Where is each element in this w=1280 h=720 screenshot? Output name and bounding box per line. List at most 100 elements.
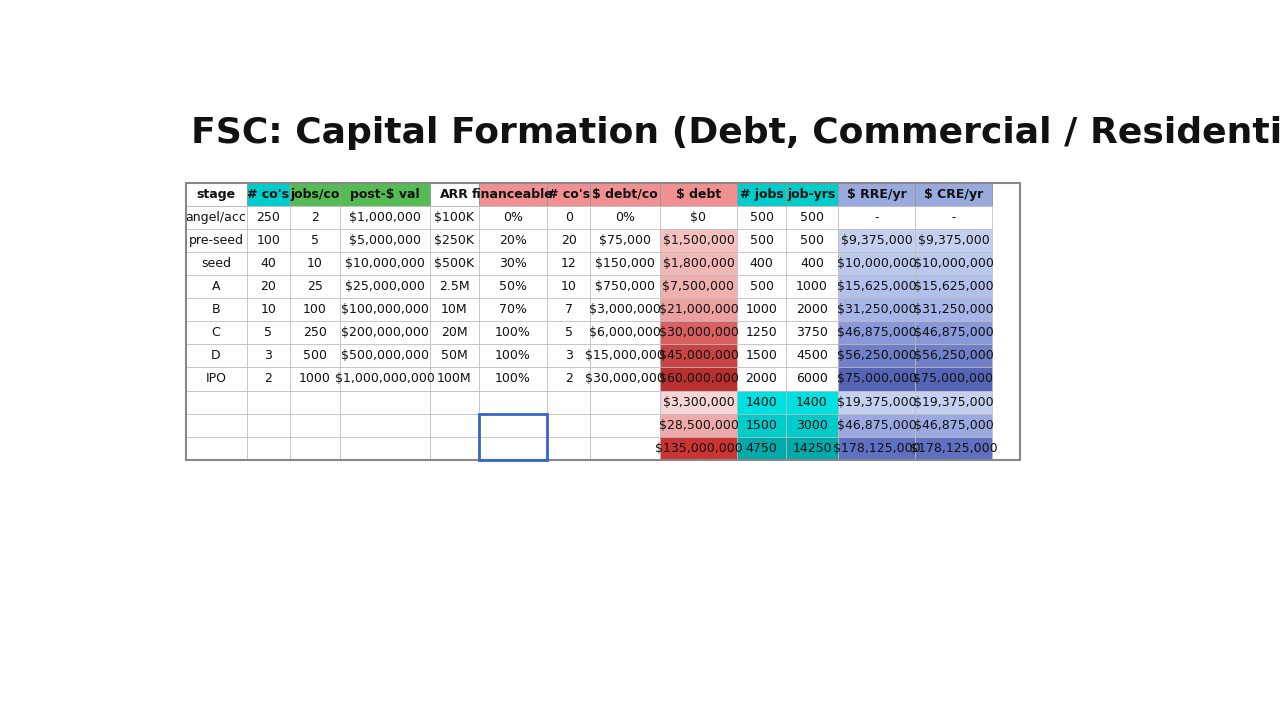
- Text: $178,125,000: $178,125,000: [833, 442, 920, 455]
- Text: 500: 500: [800, 211, 824, 224]
- Bar: [289, 252, 340, 275]
- Bar: [786, 298, 838, 321]
- Text: C: C: [211, 326, 220, 339]
- Bar: [247, 275, 289, 298]
- Text: 50%: 50%: [499, 280, 527, 293]
- Text: $10,000,000: $10,000,000: [346, 257, 425, 270]
- Text: $500,000,000: $500,000,000: [340, 349, 429, 362]
- Bar: [659, 414, 737, 437]
- Text: # jobs: # jobs: [740, 188, 783, 201]
- Text: $15,625,000: $15,625,000: [837, 280, 916, 293]
- Bar: [186, 321, 247, 344]
- Bar: [479, 437, 547, 460]
- Bar: [590, 275, 659, 298]
- Bar: [737, 206, 786, 229]
- Bar: [590, 344, 659, 367]
- Text: $7,500,000: $7,500,000: [663, 280, 735, 293]
- Text: $46,875,000: $46,875,000: [837, 419, 916, 432]
- Bar: [247, 390, 289, 414]
- Text: $19,375,000: $19,375,000: [837, 395, 916, 408]
- Bar: [186, 229, 247, 252]
- Text: 1500: 1500: [745, 349, 777, 362]
- Bar: [289, 321, 340, 344]
- Bar: [430, 275, 479, 298]
- Bar: [737, 321, 786, 344]
- Bar: [590, 390, 659, 414]
- Bar: [547, 206, 590, 229]
- Text: 1250: 1250: [746, 326, 777, 339]
- Text: 10: 10: [561, 280, 576, 293]
- Text: $ debt: $ debt: [676, 188, 721, 201]
- Text: $1,500,000: $1,500,000: [663, 234, 735, 247]
- Text: 5: 5: [311, 234, 319, 247]
- Bar: [479, 414, 547, 437]
- Text: 400: 400: [750, 257, 773, 270]
- Bar: [590, 321, 659, 344]
- Bar: [340, 298, 430, 321]
- Text: 100M: 100M: [436, 372, 471, 385]
- Bar: [247, 437, 289, 460]
- Bar: [289, 298, 340, 321]
- Bar: [659, 437, 737, 460]
- Bar: [340, 321, 430, 344]
- Text: $28,500,000: $28,500,000: [658, 419, 739, 432]
- Bar: [479, 367, 547, 390]
- Text: 500: 500: [800, 234, 824, 247]
- Text: 20M: 20M: [442, 326, 467, 339]
- Bar: [786, 206, 838, 229]
- Bar: [547, 183, 590, 206]
- Text: 2: 2: [564, 372, 572, 385]
- Text: $ RRE/yr: $ RRE/yr: [847, 188, 906, 201]
- Bar: [289, 414, 340, 437]
- Text: IPO: IPO: [206, 372, 227, 385]
- Bar: [737, 390, 786, 414]
- Bar: [479, 275, 547, 298]
- Bar: [479, 298, 547, 321]
- Text: 2000: 2000: [796, 303, 828, 316]
- Text: $46,875,000: $46,875,000: [914, 419, 993, 432]
- Text: 100%: 100%: [495, 372, 531, 385]
- Text: post-$ val: post-$ val: [351, 188, 420, 201]
- Bar: [340, 229, 430, 252]
- Bar: [247, 229, 289, 252]
- Bar: [915, 229, 992, 252]
- Bar: [838, 390, 915, 414]
- Bar: [340, 183, 430, 206]
- Bar: [340, 344, 430, 367]
- Bar: [289, 367, 340, 390]
- Text: $25,000,000: $25,000,000: [346, 280, 425, 293]
- Text: $500K: $500K: [434, 257, 475, 270]
- Text: 20: 20: [561, 234, 576, 247]
- Bar: [915, 367, 992, 390]
- Bar: [479, 414, 547, 460]
- Bar: [659, 183, 737, 206]
- Text: $200,000,000: $200,000,000: [342, 326, 429, 339]
- Text: 2: 2: [264, 372, 273, 385]
- Bar: [547, 367, 590, 390]
- Text: 12: 12: [561, 257, 576, 270]
- Bar: [659, 298, 737, 321]
- Bar: [737, 183, 786, 206]
- Bar: [186, 367, 247, 390]
- Text: 100: 100: [256, 234, 280, 247]
- Bar: [186, 183, 247, 206]
- Text: $31,250,000: $31,250,000: [914, 303, 993, 316]
- Text: 100: 100: [303, 303, 326, 316]
- Text: 4750: 4750: [745, 442, 777, 455]
- Bar: [479, 321, 547, 344]
- Bar: [590, 414, 659, 437]
- Text: $21,000,000: $21,000,000: [659, 303, 739, 316]
- Bar: [289, 229, 340, 252]
- Text: 1500: 1500: [745, 419, 777, 432]
- Bar: [430, 298, 479, 321]
- Text: 10: 10: [307, 257, 323, 270]
- Bar: [915, 321, 992, 344]
- Text: 5: 5: [264, 326, 273, 339]
- Text: seed: seed: [201, 257, 232, 270]
- Text: 3000: 3000: [796, 419, 828, 432]
- Bar: [289, 344, 340, 367]
- Text: $56,250,000: $56,250,000: [837, 349, 916, 362]
- Bar: [289, 390, 340, 414]
- Text: 500: 500: [750, 280, 773, 293]
- Text: $60,000,000: $60,000,000: [658, 372, 739, 385]
